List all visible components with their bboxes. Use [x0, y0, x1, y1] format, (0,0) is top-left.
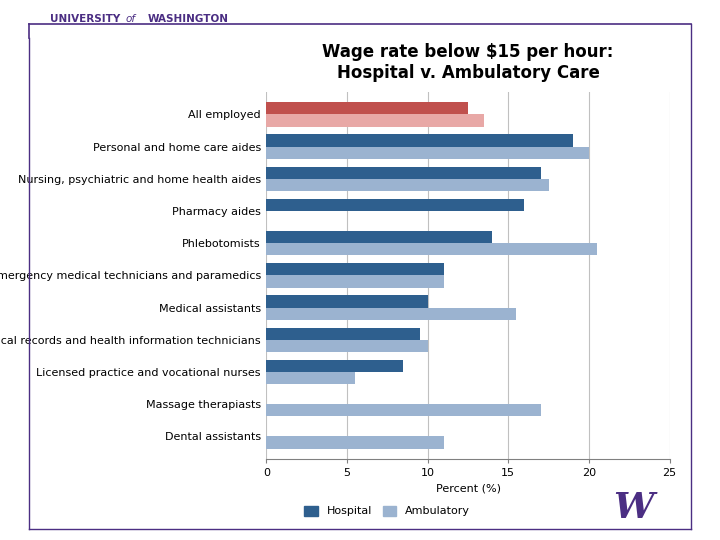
- Text: UNIVERSITY: UNIVERSITY: [50, 14, 121, 24]
- Bar: [266, 360, 403, 372]
- Bar: [266, 179, 549, 191]
- X-axis label: Percent (%): Percent (%): [436, 484, 500, 494]
- Bar: [266, 134, 573, 146]
- Bar: [266, 328, 420, 340]
- Bar: [266, 308, 516, 320]
- Bar: [266, 340, 428, 352]
- Bar: [266, 114, 484, 126]
- Legend: Hospital, Ambulatory: Hospital, Ambulatory: [300, 501, 474, 521]
- Bar: [266, 436, 444, 449]
- Bar: [266, 404, 541, 416]
- Text: WASHINGTON: WASHINGTON: [148, 14, 229, 24]
- Bar: [266, 166, 541, 179]
- Bar: [266, 275, 444, 288]
- Title: Wage rate below $15 per hour:
Hospital v. Ambulatory Care: Wage rate below $15 per hour: Hospital v…: [323, 43, 613, 82]
- Bar: [266, 295, 428, 308]
- Bar: [266, 102, 468, 114]
- Bar: [266, 372, 355, 384]
- Bar: [266, 146, 589, 159]
- Bar: [266, 243, 597, 255]
- Text: of: of: [126, 14, 136, 24]
- Bar: [266, 199, 524, 211]
- Bar: [266, 231, 492, 243]
- Bar: [266, 263, 444, 275]
- Text: W: W: [613, 491, 654, 524]
